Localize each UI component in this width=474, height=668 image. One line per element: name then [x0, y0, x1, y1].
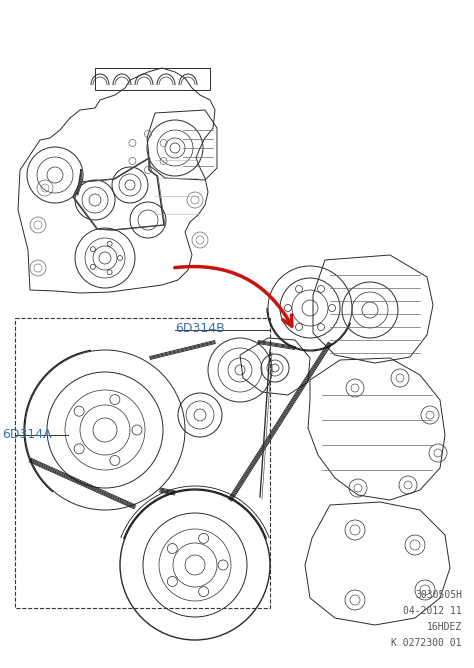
Bar — [95, 68, 210, 90]
Text: 04-2012 11: 04-2012 11 — [403, 606, 462, 616]
Text: 16HDEZ: 16HDEZ — [427, 622, 462, 632]
Text: 6D314B: 6D314B — [175, 321, 225, 335]
Text: 6D314A: 6D314A — [2, 428, 52, 442]
Text: 3030505H: 3030505H — [415, 590, 462, 600]
Text: K 0272300 01: K 0272300 01 — [392, 638, 462, 648]
FancyArrowPatch shape — [175, 267, 292, 326]
Bar — [15, 318, 270, 608]
